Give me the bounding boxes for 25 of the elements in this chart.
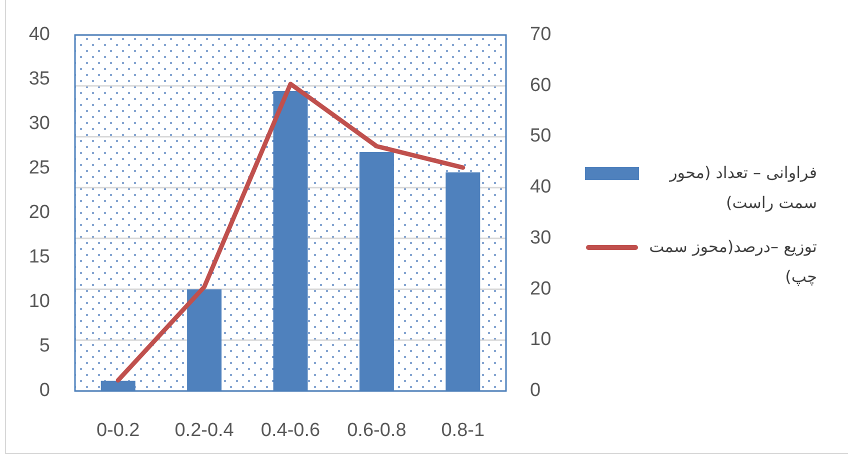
y2-tick-label: 0: [530, 380, 541, 402]
y-tick-label: 0: [39, 380, 50, 402]
y2-tick-label: 20: [530, 278, 552, 300]
x-tick-label: 0.4-0.6: [260, 420, 320, 442]
legend-label: توزیع –درصد(محوز سمت چپ): [648, 236, 817, 288]
y2-tick-label: 70: [530, 24, 552, 46]
y-tick-label: 35: [28, 68, 50, 90]
x-tick-label: 0.2-0.4: [174, 420, 234, 442]
y-tick-label: 15: [28, 246, 50, 268]
y2-tick-label: 30: [530, 227, 552, 248]
y2-tick-label: 60: [530, 74, 552, 96]
y2-tick-label: 50: [530, 126, 552, 147]
y-tick-label: 30: [28, 113, 50, 134]
y-tick-label: 5: [39, 336, 50, 357]
x-tick-label: 0.8-1: [441, 420, 485, 442]
y-tick-label: 25: [28, 158, 50, 179]
y2-tick-label: 40: [530, 176, 552, 198]
legend-label: فراوانی – تعداد (محور سمت راست): [668, 162, 817, 214]
x-tick-label: 0.6-0.8: [347, 420, 406, 442]
y-tick-label: 40: [28, 24, 50, 46]
x-tick-label: 0-0.2: [96, 420, 140, 442]
y-tick-label: 20: [28, 202, 50, 224]
y-tick-label: 10: [28, 291, 50, 312]
y2-tick-label: 10: [530, 329, 552, 350]
line-series: [116, 82, 466, 383]
